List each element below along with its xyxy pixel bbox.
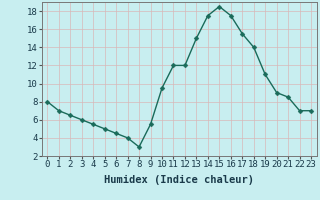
X-axis label: Humidex (Indice chaleur): Humidex (Indice chaleur) <box>104 175 254 185</box>
